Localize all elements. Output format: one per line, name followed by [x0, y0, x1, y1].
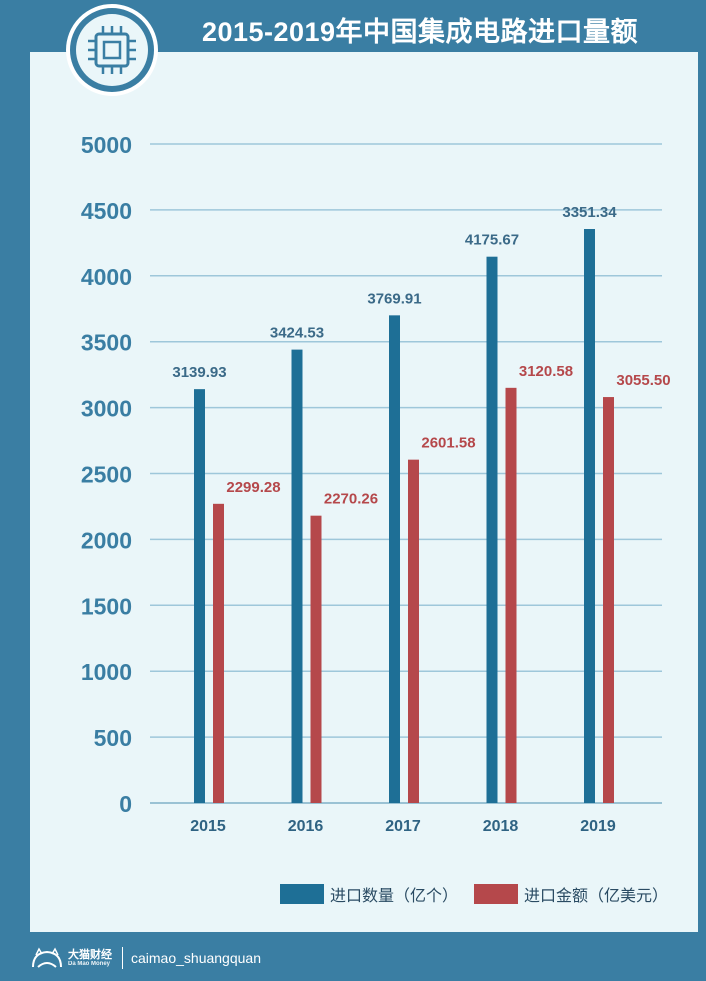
bar-amount-2018 [505, 387, 517, 803]
data-label: 3055.50 [616, 372, 670, 389]
legend-label-amount: 进口金额（亿美元） [524, 888, 669, 905]
x-tick-label: 2016 [288, 818, 324, 835]
x-tick-label: 2017 [385, 818, 421, 835]
data-label: 3769.91 [367, 290, 421, 307]
legend-item-amount: 进口金额（亿美元） [474, 882, 668, 906]
data-label: 3120.58 [519, 363, 573, 380]
chip-icon [88, 26, 136, 74]
brand-name: 大猫财经 [68, 948, 112, 961]
y-tick-label: 4500 [81, 198, 132, 224]
legend: 进口数量（亿个） 进口金额（亿美元） [280, 882, 684, 906]
data-label: 3351.34 [562, 204, 617, 221]
data-label: 4175.67 [465, 232, 519, 249]
y-tick-label: 2500 [81, 462, 132, 488]
bar-quantity-2018 [486, 256, 498, 804]
y-tick-label: 2000 [81, 527, 132, 553]
chart-title: 2015-2019年中国集成电路进口量额 [201, 17, 639, 47]
bar-amount-2015 [213, 503, 224, 803]
y-tick-label: 4000 [81, 264, 132, 290]
bar-quantity-2015 [194, 389, 205, 803]
legend-swatch-amount [474, 884, 519, 904]
y-tick-label: 1500 [81, 593, 132, 619]
y-tick-label: 5000 [81, 132, 132, 158]
brand: 大猫财经 Da Mao Money [68, 949, 112, 968]
bar-amount-2019 [603, 397, 614, 803]
data-label: 2299.28 [226, 479, 280, 496]
x-tick-label: 2015 [190, 818, 226, 835]
x-tick-label: 2018 [483, 818, 519, 835]
data-label: 2270.26 [324, 491, 378, 508]
brand-sub: Da Mao Money [68, 960, 111, 967]
y-tick-label: 0 [119, 791, 132, 817]
x-tick-label: 2019 [580, 818, 616, 835]
footer: 大猫财经 Da Mao Money caimao_shuangquan [30, 944, 261, 972]
y-tick-label: 3500 [81, 330, 132, 356]
data-label: 3139.93 [172, 364, 226, 381]
y-tick-label: 500 [94, 725, 132, 751]
legend-label-quantity: 进口数量（亿个） [330, 888, 459, 905]
bar-quantity-2019 [584, 229, 595, 804]
footer-separator [122, 947, 123, 969]
bar-amount-2016 [310, 515, 322, 803]
cat-logo-icon [32, 947, 62, 968]
y-tick-label: 1000 [81, 659, 132, 685]
legend-swatch-quantity [280, 884, 324, 904]
legend-item-quantity: 进口数量（亿个） [280, 882, 458, 906]
badge [66, 4, 158, 96]
bar-amount-2017 [408, 459, 419, 803]
data-label: 3424.53 [270, 325, 324, 342]
social-handle: caimao_shuangquan [131, 950, 261, 966]
y-tick-label: 3000 [81, 396, 132, 422]
bar-quantity-2017 [389, 315, 400, 803]
data-label: 2601.58 [421, 435, 475, 452]
bar-quantity-2016 [291, 349, 303, 803]
